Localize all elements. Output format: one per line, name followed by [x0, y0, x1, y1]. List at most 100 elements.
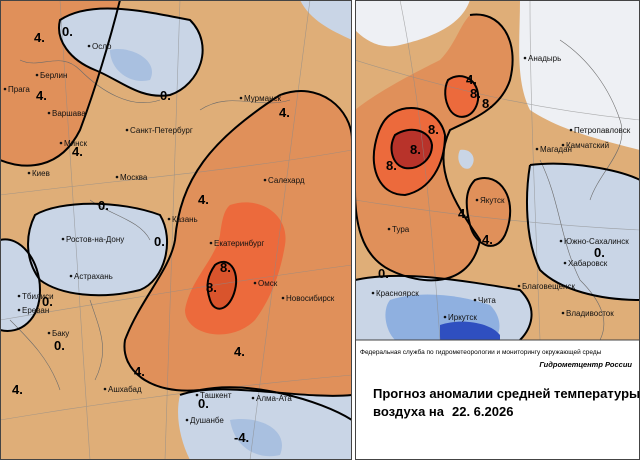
isoline-label: 8.: [470, 86, 481, 101]
city-marker: [17, 294, 21, 298]
isoline-label: 4.: [279, 105, 290, 120]
isoline-label: 8.: [410, 142, 421, 157]
isoline-label: 4.: [466, 72, 477, 87]
isoline-label: 0.: [62, 24, 73, 39]
isoline: [355, 274, 533, 340]
isoline-label: 4.: [198, 192, 209, 207]
anomaly-area: [440, 321, 500, 340]
city-label: Благовещенск: [522, 282, 575, 291]
city-marker: [535, 147, 539, 151]
city-label: Варшава: [52, 109, 86, 118]
city-label: Магадан: [540, 145, 572, 154]
city-label: Казань: [172, 215, 198, 224]
coastline: [9, 59, 291, 391]
city-label: Екатеринбург: [214, 239, 264, 248]
isoline-label: 8.: [428, 122, 439, 137]
isoline-label: 8.: [206, 280, 217, 295]
city-label: Петропавловск: [574, 126, 631, 135]
isoline-label: 0.: [42, 294, 53, 309]
graticule: [355, 0, 640, 340]
isoline-label: 4.: [458, 206, 469, 221]
isoline-label: 0.: [378, 266, 389, 281]
anomaly-area: [527, 163, 640, 300]
isoline: [0, 0, 121, 167]
isoline-label: 4.: [482, 232, 493, 247]
city-marker: [87, 44, 91, 48]
city-label: Санкт-Петербург: [130, 126, 193, 135]
graticule: [0, 0, 352, 460]
city-marker: [251, 396, 255, 400]
city-label: Душанбе: [190, 416, 224, 425]
city-marker: [125, 128, 129, 132]
isoline-label: -4.: [234, 430, 249, 445]
city-label: Анадырь: [528, 54, 561, 63]
city-marker: [209, 241, 213, 245]
anomaly-area: [207, 261, 237, 309]
city-label: Тбилиси: [22, 292, 54, 301]
isoline: [27, 202, 169, 297]
city-marker: [523, 56, 527, 60]
anomaly-area: [466, 178, 511, 246]
left-panel: [0, 0, 352, 460]
anomaly-area: [300, 0, 352, 40]
city-label: Новосибирск: [286, 294, 335, 303]
isoline: [355, 13, 514, 282]
isoline-label: 4.: [234, 344, 245, 359]
city-marker: [185, 418, 189, 422]
city-marker: [475, 198, 479, 202]
anomaly-area: [355, 0, 470, 47]
isoline: [179, 388, 352, 397]
city-label: Салехард: [268, 176, 305, 185]
isoline: [123, 90, 352, 421]
city-marker: [473, 298, 477, 302]
isoline: [206, 260, 238, 310]
isoline: [390, 128, 434, 170]
anomaly-area: [28, 203, 168, 296]
city-label: Ростов-на-Дону: [66, 235, 124, 244]
city-label: Минск: [64, 139, 88, 148]
isoline: [526, 162, 640, 301]
city-label: Киев: [32, 169, 50, 178]
agency-name: Федеральная служба по гидрометеорологии …: [360, 348, 602, 356]
city-label: Осло: [92, 42, 112, 51]
city-label: Чита: [478, 296, 496, 305]
isoline-label: 0.: [160, 88, 171, 103]
city-label: Баку: [52, 329, 69, 338]
city-marker: [569, 128, 573, 132]
isoline-label: 4.: [12, 382, 23, 397]
city-marker: [263, 178, 267, 182]
city-label: Якутск: [480, 196, 505, 205]
city-marker: [559, 239, 563, 243]
city-marker: [371, 291, 375, 295]
city-marker: [253, 281, 257, 285]
isoline-label: 4.: [36, 88, 47, 103]
isoline: [58, 7, 204, 97]
city-marker: [47, 111, 51, 115]
city-marker: [35, 73, 39, 77]
city-label: Красноярск: [376, 289, 419, 298]
city-marker: [59, 141, 63, 145]
city-label: Прага: [8, 85, 30, 94]
city-marker: [561, 143, 565, 147]
city-label: Омск: [258, 279, 278, 288]
isoline-label: 0.: [154, 234, 165, 249]
isoline-label: 8.: [220, 260, 231, 275]
city-marker: [47, 331, 51, 335]
city-marker: [443, 315, 447, 319]
city-marker: [3, 87, 7, 91]
city-marker: [195, 393, 199, 397]
city-label: Владивосток: [566, 309, 614, 318]
isoline-label: 0.: [98, 198, 109, 213]
isoline-label: 4.: [134, 364, 145, 379]
anomaly-area: [110, 49, 152, 81]
center-name: Гидрометцентр России: [539, 360, 632, 369]
anomaly-area: [445, 76, 479, 117]
city-marker: [27, 171, 31, 175]
city-label: Ереван: [22, 306, 49, 315]
forecast-title: Прогноз аномалии средней температуры: [373, 386, 640, 401]
isoline: [465, 177, 512, 247]
city-marker: [387, 227, 391, 231]
isoline: [444, 75, 480, 118]
